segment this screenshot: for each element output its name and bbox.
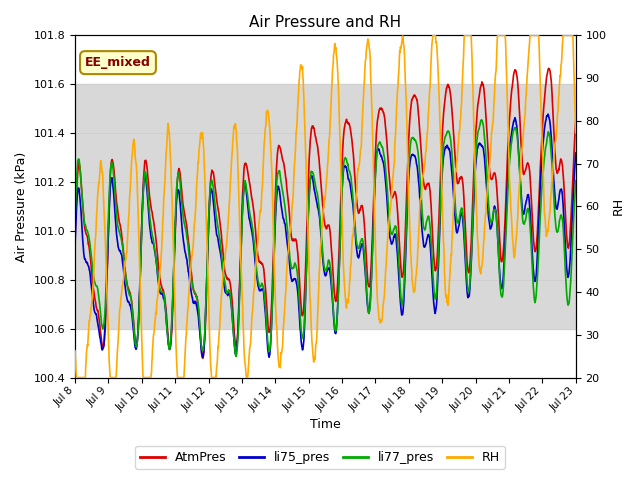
Text: EE_mixed: EE_mixed [85,56,151,69]
Legend: AtmPres, li75_pres, li77_pres, RH: AtmPres, li75_pres, li77_pres, RH [135,446,505,469]
Bar [75,84,576,329]
Title: Air Pressure and RH: Air Pressure and RH [250,15,401,30]
Y-axis label: RH: RH [612,197,625,216]
X-axis label: Time: Time [310,419,340,432]
Y-axis label: Air Pressure (kPa): Air Pressure (kPa) [15,151,28,262]
